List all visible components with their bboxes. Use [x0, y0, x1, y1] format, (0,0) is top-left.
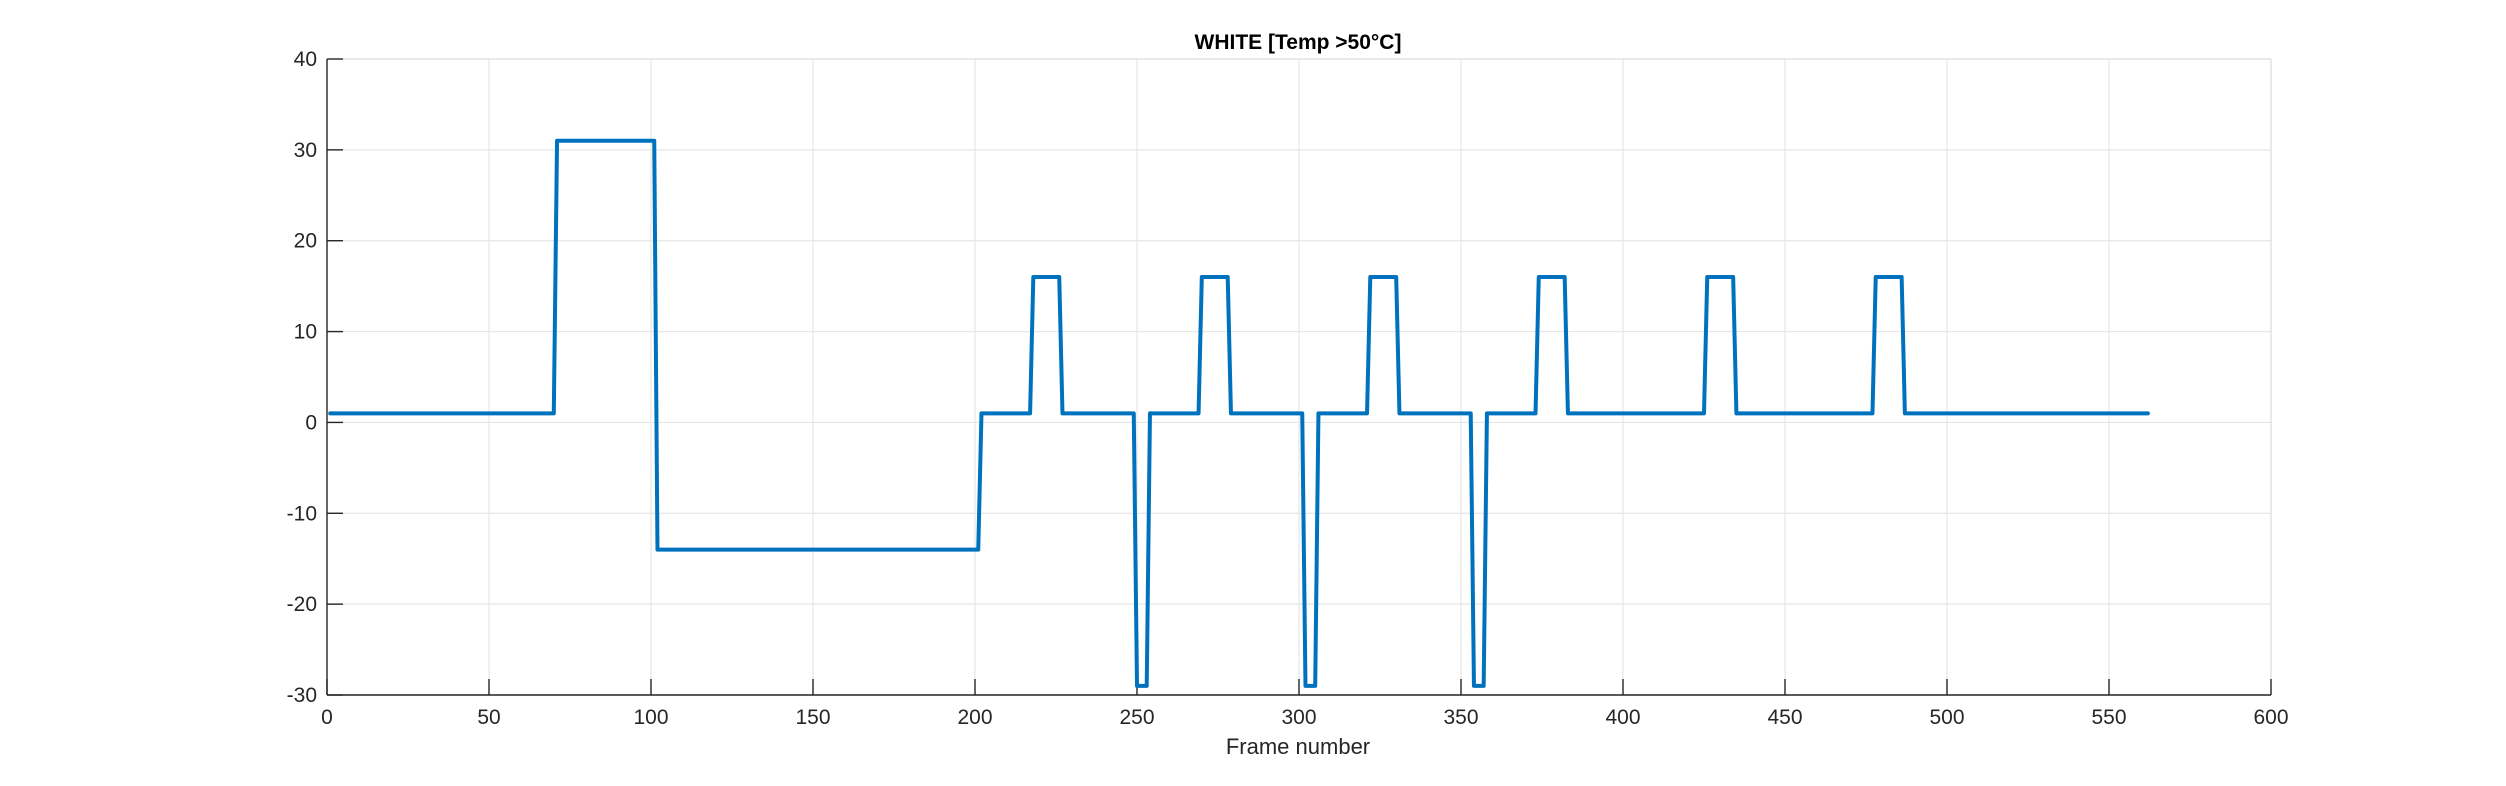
- chart-title: WHITE [Temp >50°C]: [1195, 31, 1402, 54]
- y-tick-labels: -30 -20 -10 0 10 20 30 40: [287, 48, 317, 707]
- y-tick-label: 40: [294, 48, 317, 71]
- y-tick-label: 30: [294, 139, 317, 162]
- y-tick-label: -30: [287, 684, 317, 707]
- y-tick-label: -10: [287, 502, 317, 525]
- series-line: [328, 138, 2150, 688]
- x-tick-labels: 0 50 100 150 200 250 300 350 400 450 500 550 600: [321, 706, 2288, 729]
- x-tick-label: 300: [1281, 706, 1316, 729]
- y-tick-label: -20: [287, 593, 317, 616]
- x-tick-label: 350: [1443, 706, 1478, 729]
- x-axis-label: Frame number: [1226, 734, 1370, 759]
- x-tick-label: 400: [1605, 706, 1640, 729]
- x-tick-label: 250: [1119, 706, 1154, 729]
- series-layer: [328, 138, 2150, 688]
- y-tick-label: 10: [294, 321, 317, 344]
- x-tick-label: 200: [957, 706, 992, 729]
- x-tick-label: 550: [2091, 706, 2126, 729]
- x-tick-label: 0: [321, 706, 333, 729]
- x-tick-label: 600: [2253, 706, 2288, 729]
- x-tick-label: 150: [795, 706, 830, 729]
- x-tick-label: 450: [1767, 706, 1802, 729]
- x-tick-label: 50: [477, 706, 500, 729]
- y-tick-label: 0: [305, 411, 317, 434]
- x-tick-label: 500: [1929, 706, 1964, 729]
- y-tick-label: 20: [294, 230, 317, 253]
- x-tick-label: 100: [633, 706, 668, 729]
